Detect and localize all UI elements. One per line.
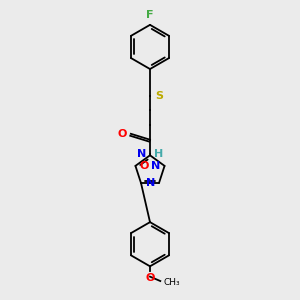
Text: H: H (154, 149, 163, 159)
Text: N: N (137, 149, 146, 159)
Text: O: O (140, 161, 149, 171)
Text: O: O (118, 129, 127, 139)
Text: CH₃: CH₃ (163, 278, 180, 287)
Text: N: N (151, 161, 160, 171)
Text: S: S (155, 91, 163, 100)
Text: F: F (146, 10, 154, 20)
Text: O: O (145, 273, 155, 283)
Text: N: N (146, 178, 155, 188)
